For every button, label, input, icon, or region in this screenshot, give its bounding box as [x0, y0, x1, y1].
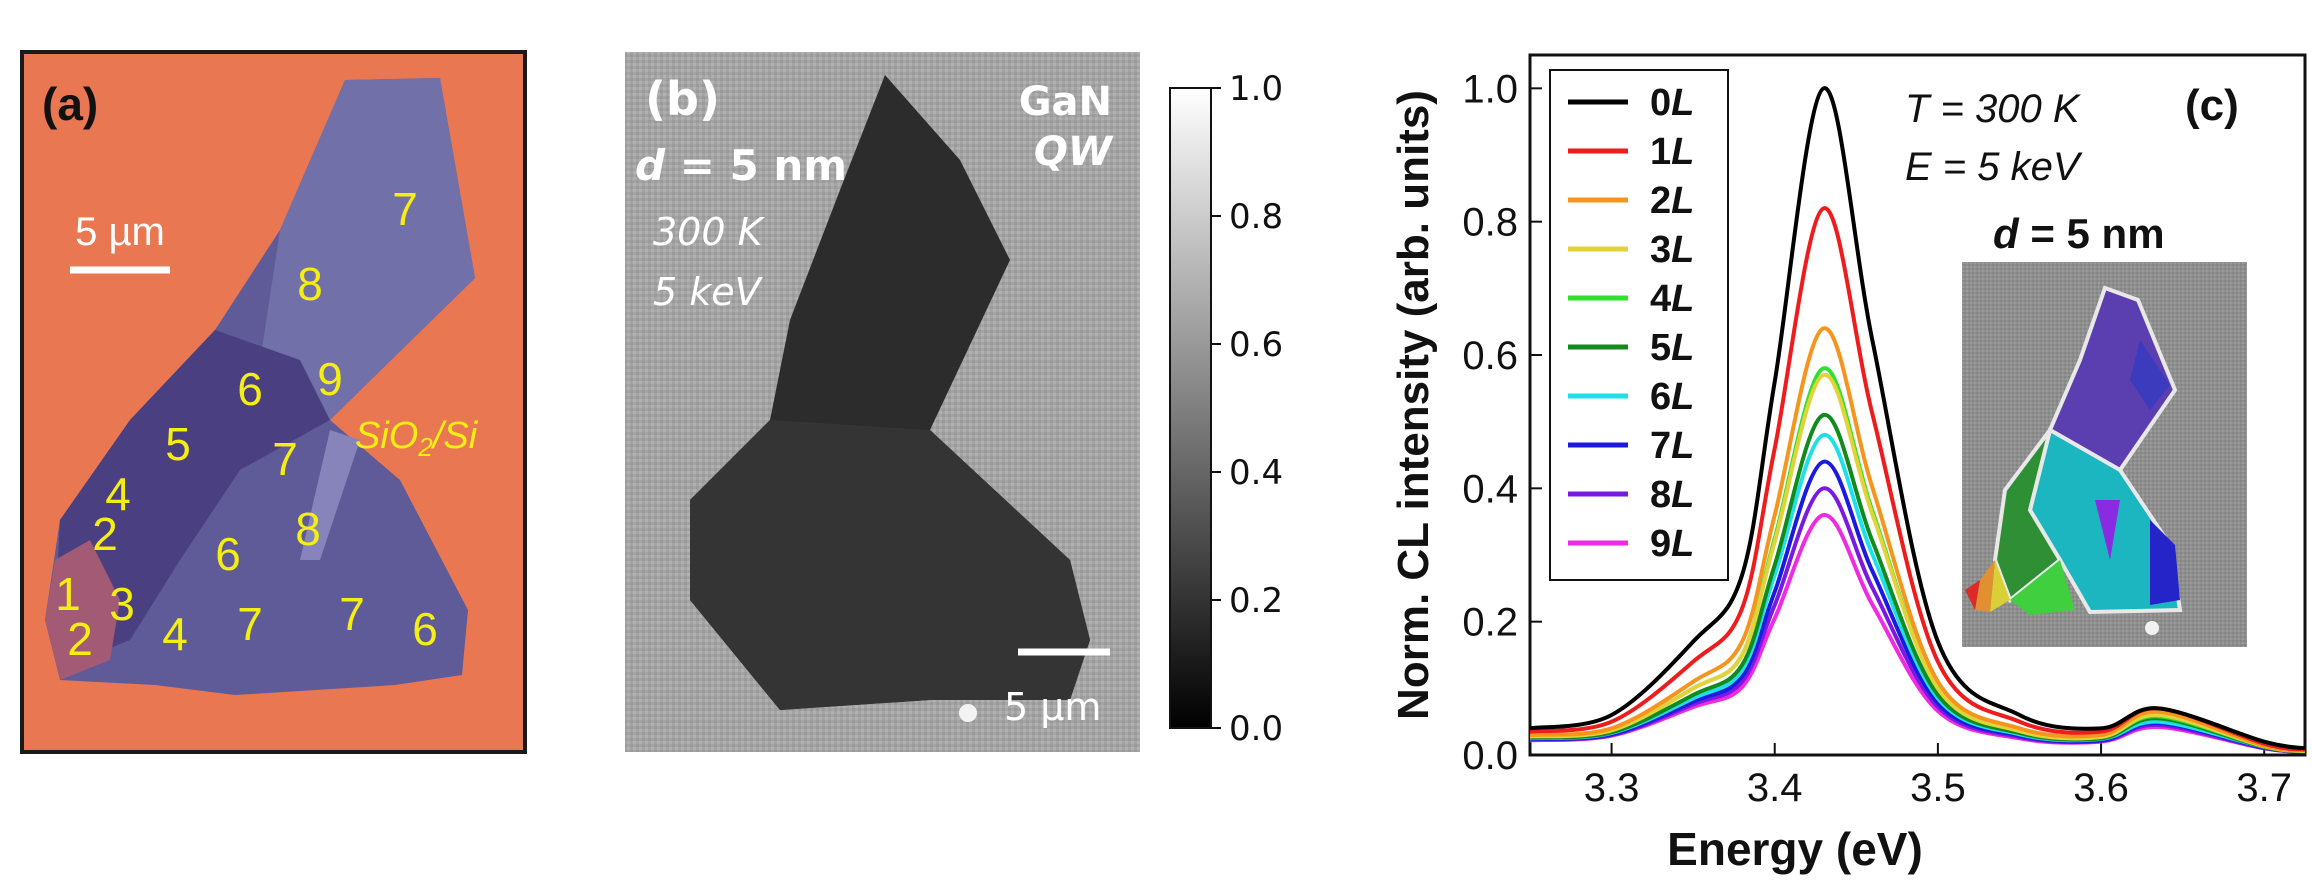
colorbar	[1169, 87, 1212, 729]
legend-entry-label: 1L	[1650, 131, 1694, 173]
panel-a-scale-bar-label: 5 µm	[75, 210, 165, 254]
legend-entry-label: 8L	[1650, 474, 1694, 516]
legend-entry-label: 0L	[1650, 82, 1694, 124]
y-tick-label: 0.4	[1462, 467, 1518, 511]
substrate-label: SiO2/Si	[355, 415, 479, 462]
layer-number-label: 8	[297, 258, 323, 310]
legend-box	[1549, 69, 1729, 581]
series-line-8L	[1530, 486, 2305, 754]
layer-number-label: 5	[165, 418, 191, 470]
flake-light-stripe	[300, 430, 360, 560]
inset-region-7b	[2150, 520, 2180, 605]
layer-number-label: 2	[92, 508, 118, 560]
series-line-3L	[1530, 373, 2305, 753]
x-tick-label: 3.4	[1747, 766, 1803, 810]
colorbar-ticks: 1.0 0.8 0.6 0.4 0.2 0.0	[1211, 69, 1283, 749]
panel-b-label: (b)	[645, 72, 720, 126]
y-axis-label: Norm. CL intensity (arb. units)	[1389, 90, 1438, 720]
inset-layer-map	[1962, 262, 2247, 647]
inset-region-4	[2010, 560, 2075, 615]
annotation-temperature: T = 300 K	[1905, 87, 2082, 131]
flake-thin-region	[255, 78, 475, 420]
cl-map-flake-lower	[690, 420, 1090, 710]
layer-number-label: 6	[412, 603, 438, 655]
layer-number-label: 8	[295, 503, 321, 555]
y-tick-label: 0.6	[1462, 334, 1518, 378]
x-axis-label: Energy (eV)	[1667, 823, 1923, 875]
x-tick-label: 3.6	[2073, 766, 2129, 810]
inset-region-1	[1965, 580, 1980, 610]
legend: 0L 1L 2L 3L 4L 5L 6L 7L 8L 9L	[1568, 82, 1694, 565]
legend-entry-label: 9L	[1650, 523, 1694, 565]
legend-entry-label: 7L	[1650, 425, 1694, 467]
inset-region-2	[1975, 560, 1995, 612]
inset-bright-spot	[2145, 621, 2159, 635]
layer-number-label: 7	[237, 598, 263, 650]
series-line-2L	[1530, 326, 2305, 753]
layer-number-label: 6	[237, 363, 263, 415]
layer-number-label: 7	[392, 183, 418, 235]
colorbar-tick-label: 0.4	[1229, 453, 1283, 493]
spectra-series	[1530, 86, 2305, 754]
series-line-6L	[1530, 433, 2305, 753]
panel-b-scale-bar-label: 5 µm	[1004, 685, 1101, 729]
layer-number-label: 4	[162, 608, 188, 660]
inset-region-8b	[2095, 500, 2120, 560]
y-tick-label: 0.2	[1462, 601, 1518, 645]
panel-a-label: (a)	[42, 78, 98, 130]
layer-number-label: 6	[215, 528, 241, 580]
colorbar-tick-label: 0.0	[1229, 709, 1283, 749]
panel-c-label: (c)	[2185, 81, 2239, 130]
colorbar-tick-label: 1.0	[1229, 69, 1283, 109]
legend-entry-label: 6L	[1650, 376, 1694, 418]
y-tick-label: 0.0	[1462, 734, 1518, 778]
layer-number-label: 3	[109, 578, 135, 630]
thickness-label: d = 5 nm	[635, 141, 847, 190]
flake-edge-region	[45, 540, 120, 680]
inset-region-3	[1990, 560, 2010, 612]
layer-number-label: 2	[67, 613, 93, 665]
material-label-line1: GaN	[1019, 79, 1112, 125]
temperature-label: 300 K	[653, 210, 766, 254]
x-tick-label: 3.7	[2236, 766, 2292, 810]
axis-ticks: 3.3 3.4 3.5 3.6 3.7 0.0 0.2 0.4 0.6 0.8 1.0	[1462, 67, 2292, 810]
layer-number-label: 1	[55, 568, 81, 620]
x-tick-label: 3.3	[1584, 766, 1640, 810]
legend-entry-label: 3L	[1650, 229, 1694, 271]
layer-number-label: 9	[317, 353, 343, 405]
panel-b-cl-map: (b) GaN QW d = 5 nm 300 K 5 keV 5 µm 1.0…	[625, 52, 1283, 752]
legend-entry-label: 2L	[1650, 180, 1694, 222]
legend-entry-label: 4L	[1650, 278, 1694, 320]
flake-thick-region	[55, 330, 330, 660]
series-line-0L	[1530, 86, 2305, 751]
colorbar-tick-label: 0.2	[1229, 581, 1283, 621]
y-tick-label: 1.0	[1462, 67, 1518, 111]
colorbar-tick-label: 0.6	[1229, 325, 1283, 365]
inset-region-7	[2130, 340, 2170, 410]
annotation-energy: E = 5 keV	[1905, 145, 2083, 189]
colorbar-tick-label: 0.8	[1229, 197, 1283, 237]
legend-entry-label: 5L	[1650, 327, 1694, 369]
layer-number-label: 7	[272, 433, 298, 485]
panel-c-spectra-chart: 3.3 3.4 3.5 3.6 3.7 0.0 0.2 0.4 0.6 0.8 1.0 Energy…	[1389, 53, 2307, 875]
layer-number-label: 4	[105, 468, 131, 520]
x-tick-label: 3.5	[1910, 766, 1966, 810]
inset-thickness-label: d = 5 nm	[1993, 210, 2165, 257]
layer-number-label: 7	[339, 588, 365, 640]
y-tick-label: 0.8	[1462, 201, 1518, 245]
material-label-line2: QW	[1034, 129, 1114, 175]
bright-spot	[959, 704, 977, 722]
energy-label: 5 keV	[653, 270, 764, 314]
